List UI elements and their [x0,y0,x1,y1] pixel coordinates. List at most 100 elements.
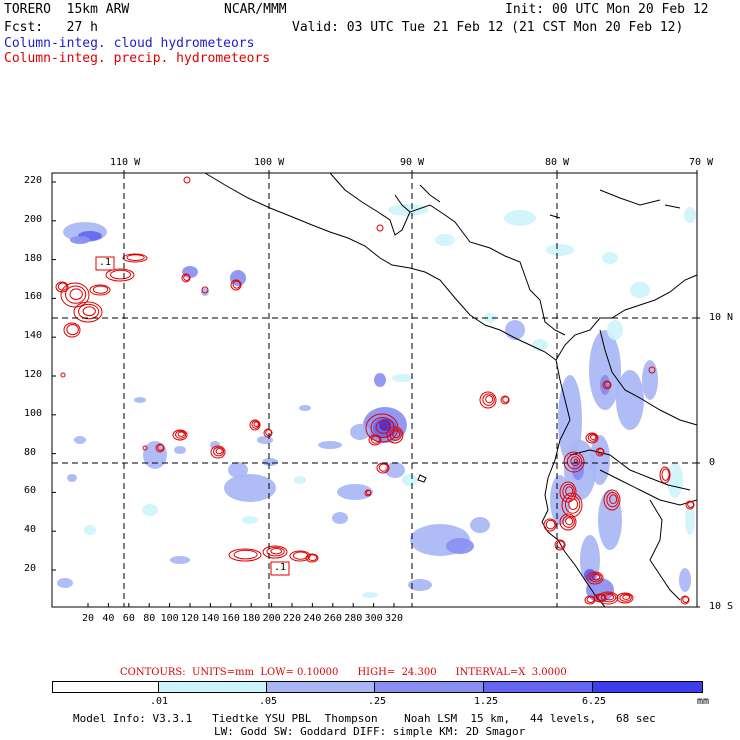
y-tick-label: 60 [24,485,37,497]
shade-blob [350,424,370,440]
colorbar-cell-2 [159,681,267,693]
contour-ring [142,445,148,451]
contour-ring [609,494,618,505]
coast-path [649,499,681,601]
contour-ring [365,489,372,496]
contour-ring [565,517,574,526]
contour-ring [564,495,581,514]
contour-ring [73,301,103,323]
shade-blob [57,578,73,588]
contour-ring [585,432,599,444]
y-tick-label: 220 [24,175,43,186]
contour-ring [386,426,404,444]
contour-ring [568,498,579,510]
x-tick-label: 80 [143,613,156,624]
x-tick-label: 240 [303,613,322,624]
contour-ring [597,591,619,605]
contour-ring [78,303,100,320]
contour-ring [566,453,583,470]
shade-blob [201,288,209,296]
colorbar-cell-6 [593,681,703,693]
contour-ring [375,420,391,434]
contour-ring [63,322,81,338]
contour-ring [89,284,111,296]
contour-ring [82,306,96,317]
colorbar-label-4: 1.25 [474,696,499,707]
contour-ring [602,380,612,390]
shade-blob [505,320,525,340]
x-tick-label: 300 [364,613,383,624]
contour-ring [559,481,577,503]
contour-ring [648,366,656,374]
shade-blob [385,462,405,478]
contour-ring [597,448,604,455]
contour-ring [587,433,598,442]
contour-ring [69,288,83,300]
shade-blob [679,568,691,592]
lon-label-110w: 110 W [110,157,141,168]
contour-ring [622,594,631,600]
contour-ring [215,448,223,455]
shade-blob [546,244,574,256]
shade-blob [408,579,432,591]
contour-ring [559,513,577,531]
contour-ring [482,393,495,406]
contour-ring [562,483,575,500]
institution: NCAR/MMM [224,2,287,17]
legend-cloud: Column-integ. cloud hydrometeors [4,36,255,51]
contour-label-2: .1 [274,562,287,573]
shade-blob [589,330,621,410]
shade-blob [299,405,311,411]
contour-ring [616,592,634,604]
contour-ring [172,429,188,441]
x-tick-label: 220 [283,613,302,624]
x-tick-label: 120 [181,613,200,624]
contour-ring [233,549,258,560]
shade-blob [67,474,77,482]
contour-ring [183,274,190,281]
legend-precip: Column-integ. precip. hydrometeors [4,51,271,66]
shade-blob [257,436,273,444]
contour-ring [500,395,510,405]
contour-ring [604,381,611,388]
contour-ring [592,574,601,581]
contour-ring [389,428,402,441]
lon-label-90w: 90 W [400,157,425,168]
shade-blob [667,462,683,498]
contour-ring [619,593,632,602]
lat-label-0: 0 [709,457,716,468]
contour-ring [370,417,395,439]
contour-ring [380,424,387,430]
contour-ring [563,451,585,473]
contour-ring [122,253,148,263]
contour-ring [570,456,581,467]
shade-blob [230,270,246,286]
contour-ring [263,428,273,438]
shade-blob [684,207,696,223]
shade-blob [446,538,474,554]
contour-ring [60,282,90,308]
coast-path [329,172,566,336]
shade-blob [170,556,190,564]
shade-blob [142,504,158,516]
shade-blob [294,476,306,484]
x-tick-label: 140 [201,613,220,624]
contour-ring [378,463,389,472]
contour-ring [228,548,262,562]
valid-time: Valid: 03 UTC Tue 21 Feb 12 (21 CST Mon … [292,20,684,35]
x-tick-label: 180 [242,613,261,624]
init-time: Init: 00 UTC Mon 20 Feb 12 [505,2,709,17]
contour-ring [266,546,285,557]
coastline [204,172,698,608]
contour-ring [307,554,318,561]
shade-blob [616,370,644,430]
contour-ring [606,491,619,508]
lon-label-70w: 70 W [689,157,714,168]
precip-contours [55,176,695,605]
shade-blob [602,252,618,264]
shade-blob [242,516,258,524]
shade-blob [262,458,278,466]
contour-ring [502,396,509,403]
contour-ring [687,501,694,508]
